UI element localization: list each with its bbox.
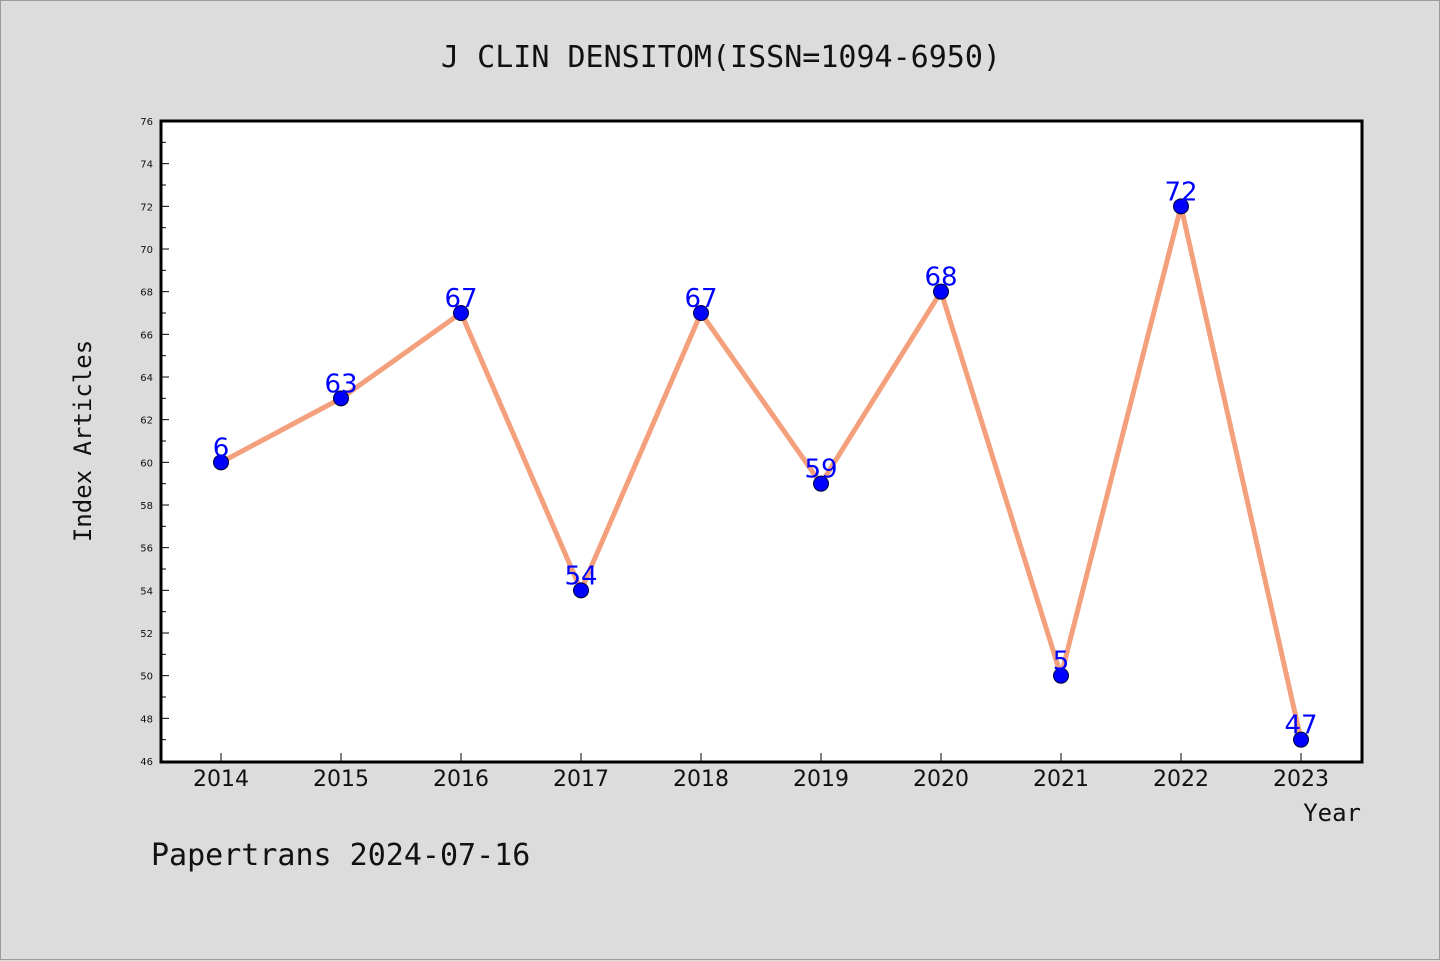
data-point: [1053, 667, 1069, 684]
y-tick-label: 46: [140, 757, 153, 768]
data-point: [1173, 198, 1189, 215]
y-tick-label: 54: [140, 586, 153, 597]
y-tick-label: 72: [140, 202, 153, 213]
data-label: 6: [213, 433, 230, 463]
x-tick-label: 2021: [1033, 767, 1089, 792]
y-tick-label: 74: [140, 160, 153, 171]
y-tick-label: 50: [140, 672, 153, 683]
data-labels-group: 6 63 67 54 67 59 68 5 72 47: [213, 177, 1318, 740]
y-tick-label: 52: [140, 629, 153, 640]
data-point: [573, 582, 589, 599]
x-tick-label: 2017: [553, 767, 609, 792]
data-point: [453, 305, 469, 321]
data-label: 47: [1284, 711, 1317, 741]
markers-group: [213, 198, 1309, 748]
y-tick-label: 56: [140, 544, 153, 555]
y-tick-label: 64: [140, 373, 153, 384]
data-point: [813, 475, 829, 492]
data-point: [933, 283, 949, 300]
data-label: 5: [1053, 647, 1070, 677]
data-label: 68: [924, 263, 957, 293]
x-tick-label: 2019: [793, 767, 849, 792]
x-tick-label: 2016: [433, 767, 489, 792]
data-point: [1293, 731, 1309, 748]
data-label: 72: [1164, 177, 1197, 207]
series-line-group: [219, 205, 1304, 741]
plot-area: [159, 119, 1364, 764]
x-tick-label: 2020: [913, 767, 969, 792]
data-label: 63: [324, 369, 357, 399]
data-label: 67: [444, 284, 477, 314]
y-tick-label: 62: [140, 416, 153, 427]
x-tick-label: 2023: [1273, 767, 1329, 792]
data-point: [693, 305, 709, 321]
y-tick-label: 48: [140, 714, 153, 725]
y-tick-label: 58: [140, 501, 153, 512]
y-tick-label: 68: [140, 288, 153, 299]
chart-title: J CLIN DENSITOM(ISSN=1094-6950): [441, 40, 1001, 75]
y-axis-label: Index Articles: [69, 340, 97, 542]
y-tick-label: 76: [140, 117, 153, 128]
x-tick-label: 2018: [673, 767, 729, 792]
data-point: [213, 454, 229, 471]
data-label: 54: [564, 561, 597, 591]
y-axis: 46 48 50 52 54 56 58 60 62 64 66 68 70 72 74 76: [140, 117, 169, 768]
footer-source: Papertrans 2024-07-16: [151, 838, 530, 873]
series-line: [219, 205, 1304, 741]
data-label: 59: [804, 455, 837, 485]
y-tick-label: 60: [140, 458, 153, 469]
x-axis: 2014 2015 2016 2017 2018 2019 2020 2021 2022 2023: [193, 753, 1329, 792]
y-tick-label: 66: [140, 330, 153, 341]
data-label: 67: [684, 284, 717, 314]
data-point: [333, 390, 349, 407]
x-axis-label: Year: [1303, 799, 1361, 827]
x-tick-label: 2022: [1153, 767, 1209, 792]
y-tick-label: 70: [140, 245, 153, 256]
x-tick-label: 2015: [313, 767, 369, 792]
x-tick-label: 2014: [193, 767, 249, 792]
